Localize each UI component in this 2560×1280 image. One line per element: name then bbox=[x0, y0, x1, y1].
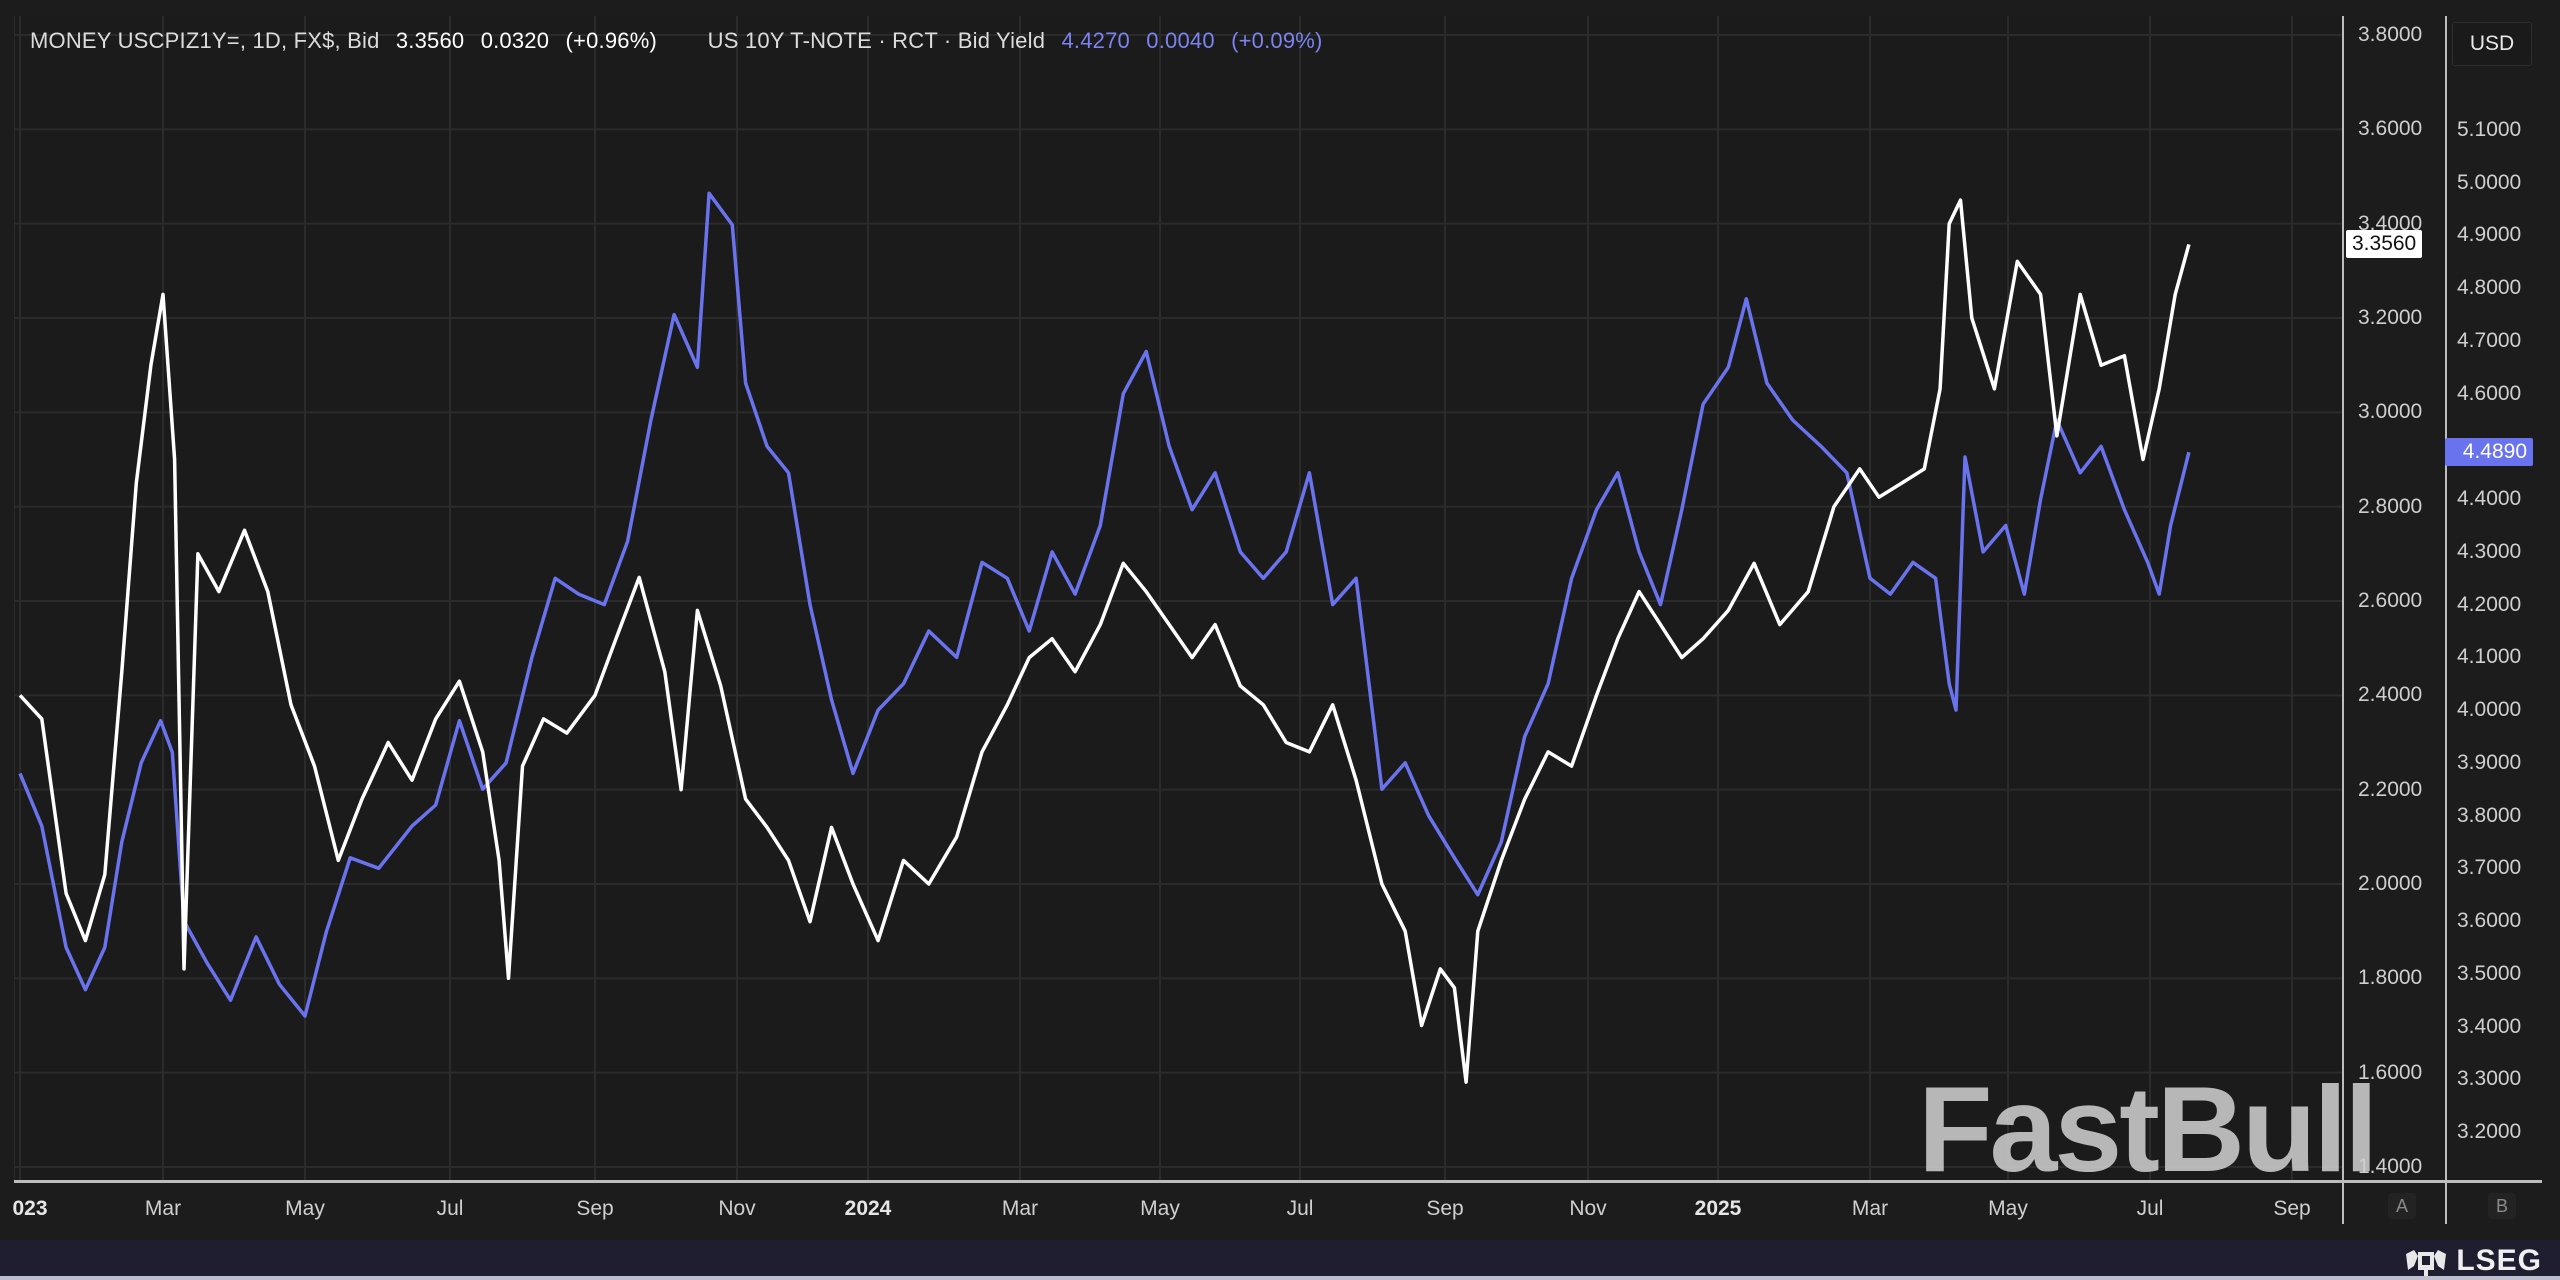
right-axis-tick: 4.2000 bbox=[2457, 592, 2522, 616]
left-axis-tick: 3.4000 bbox=[2358, 211, 2423, 235]
right-axis-tick: 5.1000 bbox=[2457, 118, 2522, 141]
axis-a-button[interactable]: A bbox=[2388, 1193, 2416, 1219]
left-axis-tick: 3.8000 bbox=[2358, 23, 2423, 46]
series-10y-yield-line[interactable] bbox=[18, 191, 2191, 1018]
x-axis-tick: 2024 bbox=[844, 1197, 892, 1220]
right-axis-tick: 3.3000 bbox=[2457, 1067, 2522, 1091]
x-axis-tick: Mar bbox=[1851, 1197, 1889, 1220]
series1-last: 3.3560 bbox=[395, 28, 465, 53]
right-axis-tick: 4.4000 bbox=[2457, 487, 2522, 511]
line-chart[interactable] bbox=[0, 0, 2342, 1180]
left-axis-tick: 2.0000 bbox=[2358, 872, 2423, 895]
x-axis-tick: Jul bbox=[436, 1197, 464, 1220]
left-axis-tick: 3.6000 bbox=[2358, 117, 2423, 141]
x-axis-tick: May bbox=[285, 1197, 325, 1220]
right-axis-tick: 4.3000 bbox=[2457, 539, 2522, 563]
x-axis-tick: Jul bbox=[2136, 1197, 2164, 1220]
x-axis-tick: Nov bbox=[718, 1197, 756, 1220]
left-axis-tick: 2.8000 bbox=[2358, 494, 2423, 518]
x-axis-tick: Nov bbox=[1569, 1197, 1607, 1220]
lseg-crest-icon bbox=[2406, 1250, 2447, 1276]
right-axis-tick: 4.8000 bbox=[2457, 276, 2522, 300]
left-axis-tick: 3.0000 bbox=[2358, 400, 2423, 424]
left-axis-tick: 2.4000 bbox=[2358, 683, 2423, 707]
series-cpi-swap-line[interactable] bbox=[18, 198, 2191, 1084]
series2-change: 0.0040 bbox=[1146, 28, 1215, 53]
x-axis-tick: May bbox=[1140, 1197, 1180, 1220]
right-axis-tick: 4.1000 bbox=[2457, 645, 2522, 669]
left-axis-tick: 1.8000 bbox=[2358, 966, 2423, 990]
series2-last: 4.4270 bbox=[1061, 28, 1130, 53]
right-axis-tick: 3.8000 bbox=[2457, 803, 2522, 827]
left-axis-tick: 3.2000 bbox=[2358, 306, 2423, 329]
right-axis-tick: 4.0000 bbox=[2457, 698, 2522, 722]
lseg-logo: LSEG bbox=[2404, 1244, 2542, 1278]
right-axis-tick: 3.7000 bbox=[2457, 856, 2522, 880]
chart-legend: MONEY USCPIZ1Y=, 1D, FX$, Bid 3.3560 0.0… bbox=[30, 28, 1333, 54]
axis-b-button[interactable]: B bbox=[2488, 1193, 2516, 1219]
x-axis-tick: Sep bbox=[2273, 1197, 2311, 1220]
series2-last-price-tag: 4.4890 bbox=[2445, 438, 2533, 467]
series1-change: 0.0320 bbox=[480, 28, 550, 53]
left-axis-tick: 1.6000 bbox=[2358, 1060, 2423, 1084]
right-axis-tick: 3.4000 bbox=[2457, 1014, 2522, 1038]
series1-last-price-tag: 3.3560 bbox=[2346, 230, 2423, 259]
left-axis-tick: 1.4000 bbox=[2358, 1155, 2423, 1178]
lseg-text: LSEG bbox=[2456, 1244, 2542, 1277]
series2-name[interactable]: US 10Y T-NOTE · RCT · Bid Yield bbox=[707, 28, 1046, 53]
currency-button[interactable]: USD bbox=[2452, 22, 2532, 66]
series2-change-pct: (+0.09%) bbox=[1231, 28, 1323, 53]
right-axis-tick: 3.2000 bbox=[2457, 1120, 2522, 1143]
right-axis-tick: 4.7000 bbox=[2457, 328, 2522, 352]
x-axis-tick: Mar bbox=[144, 1197, 182, 1220]
right-axis-tick: 3.5000 bbox=[2457, 961, 2522, 985]
right-axis-tick: 5.0000 bbox=[2457, 170, 2522, 194]
x-axis-tick: 2025 bbox=[1694, 1197, 1742, 1220]
x-axis-tick: Sep bbox=[576, 1197, 614, 1220]
footer-bar: LSEG bbox=[0, 1240, 2560, 1280]
time-axis[interactable]: A B 023 Mar May Jul Sep Nov 2024 Mar May Jul Sep No… bbox=[12, 1180, 2542, 1227]
right-axis-tick: 3.6000 bbox=[2457, 909, 2522, 933]
x-axis-tick: Mar bbox=[1001, 1197, 1039, 1220]
right-axis-tick: 4.6000 bbox=[2457, 381, 2522, 405]
chart-frame: MONEY USCPIZ1Y=, 1D, FX$, Bid 3.3560 0.0… bbox=[0, 0, 2543, 1227]
left-axis-tick: 2.6000 bbox=[2358, 589, 2423, 612]
left-axis-tick: 2.2000 bbox=[2358, 777, 2423, 801]
right-price-axis[interactable]: 4.4890 5.1000 5.0000 4.9000 4.8000 4.7000 4.6… bbox=[2445, 16, 2543, 1224]
right-axis-tick: 4.9000 bbox=[2457, 223, 2522, 247]
x-axis-tick: 023 bbox=[12, 1197, 48, 1220]
x-axis-tick: Sep bbox=[1426, 1197, 1464, 1220]
right-axis-tick: 3.9000 bbox=[2457, 750, 2522, 774]
left-price-axis[interactable]: 3.3560 3.8000 3.6000 3.4000 3.2000 3.0000 2.8… bbox=[2342, 16, 2447, 1224]
x-axis-tick: Jul bbox=[1286, 1197, 1314, 1220]
x-axis-tick: May bbox=[1988, 1197, 2028, 1220]
series1-change-pct: (+0.96%) bbox=[565, 28, 657, 53]
series1-name[interactable]: MONEY USCPIZ1Y=, 1D, FX$, Bid bbox=[30, 28, 380, 53]
